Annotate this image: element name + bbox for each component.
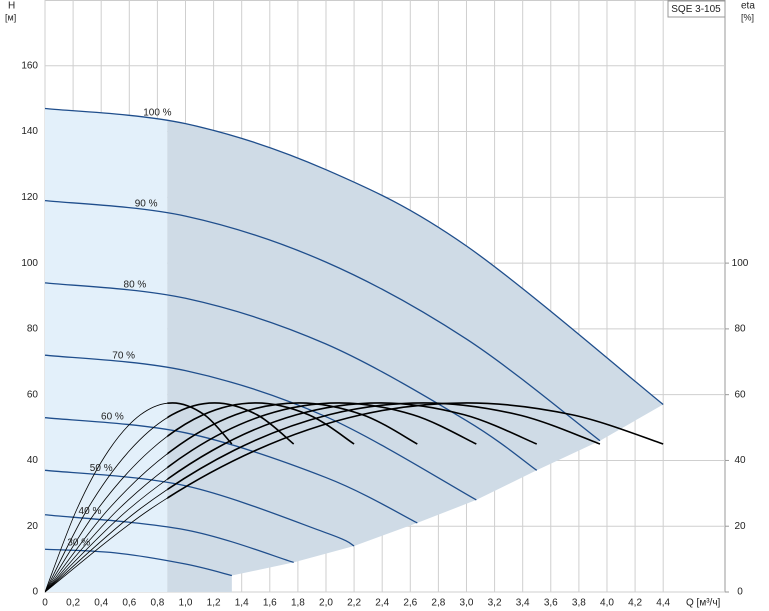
head-curve [44, 548, 233, 577]
x-tick-label: 0,4 [94, 598, 108, 609]
x-tick-label: 1,6 [263, 598, 277, 609]
shading [45, 108, 664, 592]
curves [44, 107, 664, 593]
series-label: 100 % [143, 107, 171, 118]
efficiency-curve [167, 402, 664, 500]
head-curve [44, 514, 294, 564]
x-tick-label: 2,8 [431, 598, 445, 609]
series-label: 70 % [112, 350, 135, 361]
y2-tick-label: 20 [734, 521, 746, 532]
x-tick-label: 1,8 [291, 598, 305, 609]
x-tick-label: 4,0 [600, 598, 614, 609]
head-curve [44, 282, 538, 471]
head-curve [44, 354, 477, 501]
y-tick-label: 160 [21, 60, 38, 71]
y2-tick-label: 0 [737, 587, 743, 598]
labels: 0 0,2 0,4 0,6 0,8 1,0 1,2 1,4 1,6 1,8 2,0 2,2 2,4 2,6… [21, 60, 748, 608]
efficiency-curve [167, 402, 601, 491]
x-tick-label: 3,0 [460, 598, 474, 609]
x-tick-label: 0,6 [122, 598, 136, 609]
efficiency-curve [45, 402, 168, 593]
x-tick-label: 4,2 [628, 598, 642, 609]
y2-tick-label: 80 [734, 324, 746, 335]
series-label: 60 % [101, 412, 124, 423]
efficiency-curve [167, 402, 538, 481]
x-tick-label: 2,4 [375, 598, 389, 609]
y-tick-label: 80 [27, 324, 39, 335]
title-box [667, 0, 726, 18]
x-tick-label: 0,8 [150, 598, 164, 609]
efficiency-curve [45, 497, 168, 593]
efficiency-curve [167, 402, 477, 469]
y-tick-label: 60 [27, 389, 39, 400]
y2-tick-label: 60 [734, 389, 746, 400]
y-axis-label: H [8, 1, 15, 12]
x-tick-label: 2,2 [347, 598, 361, 609]
efficiency-curve [45, 489, 168, 593]
efficiency-curve [45, 478, 168, 593]
series-label: 40 % [79, 506, 102, 517]
y-axis-unit: [м] [5, 12, 16, 22]
x-tick-label: 2,0 [319, 598, 333, 609]
x-axis-label: Q [м³/ч] [686, 598, 721, 609]
x-tick-label: 4,4 [656, 598, 670, 609]
y2-tick-label: 100 [732, 258, 749, 269]
y-tick-label: 100 [21, 258, 38, 269]
efficiency-curve [167, 402, 295, 445]
x-tick-label: 1,2 [207, 598, 221, 609]
y2-axis-label: eta [741, 1, 755, 12]
efficiency-curve [45, 467, 168, 593]
y-tick-label: 40 [27, 455, 39, 466]
head-curve [44, 107, 664, 406]
x-tick-label: 3,6 [544, 598, 558, 609]
operating-region [167, 120, 664, 592]
x-tick-label: 3,2 [488, 598, 502, 609]
head-curve [44, 199, 601, 442]
x-tick-label: 1,4 [235, 598, 249, 609]
y-tick-label: 120 [21, 192, 38, 203]
efficiency-curve [45, 453, 168, 593]
series-label: 90 % [135, 198, 158, 209]
efficiency-curve [45, 435, 168, 593]
series-label: 50 % [90, 463, 113, 474]
series-label: 80 % [124, 279, 147, 290]
x-tick-label: 0,2 [66, 598, 80, 609]
x-tick-label: 1,0 [179, 598, 193, 609]
efficiency-curve [167, 402, 355, 445]
series-label: 30 % [67, 538, 90, 549]
x-tick-label: 2,6 [403, 598, 417, 609]
head-curve [44, 469, 355, 547]
y-tick-label: 140 [21, 126, 38, 137]
x-tick-label: 3,4 [516, 598, 530, 609]
chart-title: SQE 3-105 [671, 4, 721, 15]
y-tick-label: 20 [27, 521, 39, 532]
efficiency-curve [167, 402, 418, 455]
low-flow-region [45, 108, 168, 592]
y2-axis-unit: [%] [741, 12, 754, 22]
efficiency-curve [45, 417, 168, 593]
x-tick-label: 3,8 [572, 598, 586, 609]
x-tick-label: 0 [42, 598, 48, 609]
y2-tick-label: 40 [734, 455, 746, 466]
y-tick-label: 0 [32, 587, 38, 598]
